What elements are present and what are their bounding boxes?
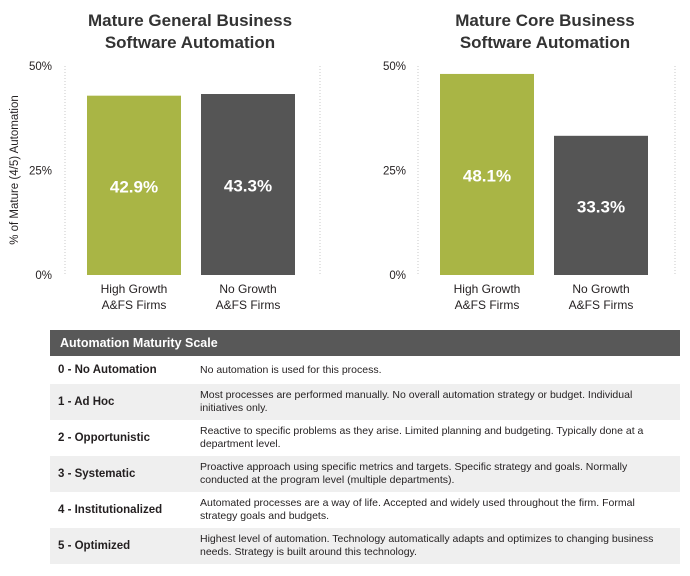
bar	[440, 73, 534, 275]
level-cell: 1 - Ad Hoc	[50, 384, 192, 420]
category-label-line: A&FS Firms	[101, 298, 167, 312]
category-label-line: A&FS Firms	[215, 298, 281, 312]
level-cell: 0 - No Automation	[50, 356, 192, 384]
category-label: No Growth A&FS Firms	[546, 281, 656, 313]
table-row: 2 - Opportunistic Reactive to specific p…	[50, 420, 680, 456]
y-tick-label: 0%	[35, 270, 52, 282]
maturity-scale-table: Automation Maturity Scale 0 - No Automat…	[50, 330, 680, 564]
level-cell: 5 - Optimized	[50, 528, 192, 564]
level-cell: 2 - Opportunistic	[50, 420, 192, 456]
category-label-line: High Growth	[100, 282, 168, 296]
category-label: No Growth A&FS Firms	[193, 281, 303, 313]
table-row: 4 - Institutionalized Automated processe…	[50, 492, 680, 528]
bar-data-label: 43.3%	[224, 177, 272, 196]
chart-title-line: Mature General Business	[87, 11, 293, 30]
y-tick-label: 50%	[383, 61, 406, 73]
category-label-line: No Growth	[219, 282, 277, 296]
category-label-line: High Growth	[453, 282, 521, 296]
bar	[201, 94, 295, 275]
description-cell: Reactive to specific problems as they ar…	[192, 420, 680, 456]
category-label-line: A&FS Firms	[454, 298, 520, 312]
y-tick-label: 50%	[29, 61, 52, 73]
chart-title-general: Mature General Business Software Automat…	[55, 10, 325, 54]
category-label: High Growth A&FS Firms	[79, 281, 189, 313]
description-cell: No automation is used for this process.	[192, 356, 680, 384]
chart-title-line: Software Automation	[104, 33, 276, 52]
category-label: High Growth A&FS Firms	[432, 281, 542, 313]
table-header: Automation Maturity Scale	[50, 330, 680, 356]
y-tick-label: 25%	[383, 166, 406, 178]
description-cell: Highest level of automation. Technology …	[192, 528, 680, 564]
bar	[87, 95, 181, 275]
table-row: 0 - No Automation No automation is used …	[50, 356, 680, 384]
description-cell: Automated processes are a way of life. A…	[192, 492, 680, 528]
description-cell: Most processes are performed manually. N…	[192, 384, 680, 420]
chart-title-line: Mature Core Business	[455, 11, 635, 30]
bar-data-label: 33.3%	[577, 197, 625, 216]
table-row: 3 - Systematic Proactive approach using …	[50, 456, 680, 492]
bar	[554, 135, 648, 275]
level-cell: 3 - Systematic	[50, 456, 192, 492]
y-tick-label: 25%	[29, 166, 52, 178]
bar-data-label: 48.1%	[463, 166, 511, 185]
bar-charts: 0% 25% 50% 42.9% 43.3% 0% 25% 50% 48.1% 33.3%	[29, 61, 676, 282]
category-label-line: A&FS Firms	[568, 298, 634, 312]
chart-title-line: Software Automation	[459, 33, 631, 52]
level-cell: 4 - Institutionalized	[50, 492, 192, 528]
bar-data-label: 42.9%	[110, 177, 158, 196]
chart-title-core: Mature Core Business Software Automation	[410, 10, 680, 54]
table-row: 5 - Optimized Highest level of automatio…	[50, 528, 680, 564]
category-label-line: No Growth	[572, 282, 630, 296]
y-tick-label: 0%	[389, 270, 406, 282]
table-row: 1 - Ad Hoc Most processes are performed …	[50, 384, 680, 420]
description-cell: Proactive approach using specific metric…	[192, 456, 680, 492]
